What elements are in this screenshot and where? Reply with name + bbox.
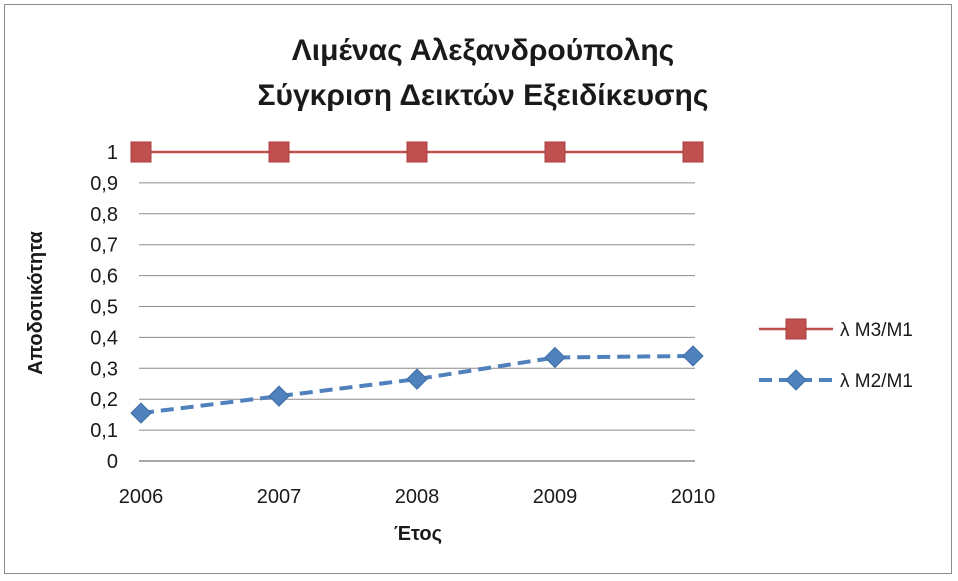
y-axis-label: Αποδοτικότητα <box>25 230 47 374</box>
y-tick-label: 0,4 <box>90 327 118 349</box>
chart-frame <box>4 4 952 574</box>
legend-label: λ M2/M1 <box>840 371 913 392</box>
square-marker <box>130 141 152 163</box>
y-tick-label: 0,9 <box>90 173 118 195</box>
legend: λ M3/M1 λ M2/M1 <box>759 318 913 392</box>
legend-marker <box>785 369 807 391</box>
square-marker <box>268 141 290 163</box>
y-tick-label: 0,2 <box>90 389 118 411</box>
chart-title: Λιμένας Αλεξανδρούπολης Σύγκριση Δεικτών… <box>258 34 709 112</box>
x-axis-ticks: 2006 2007 2008 2009 2010 <box>119 486 716 508</box>
y-tick-label: 0,1 <box>90 420 118 442</box>
diamond-marker <box>268 385 290 407</box>
legend-marker <box>785 318 807 340</box>
chart-title-line-1: Λιμένας Αλεξανδρούπολης <box>292 34 675 67</box>
y-tick-label: 0,8 <box>90 204 118 226</box>
series-group <box>130 141 704 424</box>
y-tick-label: 0,7 <box>90 235 118 257</box>
series-1 <box>130 141 704 163</box>
y-tick-label: 0,5 <box>90 297 118 319</box>
y-tick-label: 1 <box>107 142 118 164</box>
legend-item: λ M3/M1 <box>759 318 913 341</box>
x-tick-label: 2007 <box>257 486 302 508</box>
x-tick-label: 2006 <box>119 486 164 508</box>
x-tick-label: 2010 <box>671 486 716 508</box>
diamond-marker <box>406 368 428 390</box>
square-marker <box>406 141 428 163</box>
y-tick-label: 0 <box>107 451 118 473</box>
legend-label: λ M3/M1 <box>840 320 913 341</box>
x-axis-label: Έτος <box>394 523 442 545</box>
y-axis-ticks: 0 0,1 0,2 0,3 0,4 0,5 0,6 0,7 0,8 0,9 1 <box>90 142 118 473</box>
series-2 <box>130 345 704 424</box>
chart-title-line-2: Σύγκριση Δεικτών Εξειδίκευσης <box>258 79 709 112</box>
series-line <box>140 353 694 416</box>
square-marker <box>544 141 566 163</box>
diamond-marker <box>682 345 704 367</box>
x-tick-label: 2008 <box>395 486 440 508</box>
square-marker <box>682 141 704 163</box>
diamond-marker <box>544 346 566 369</box>
diamond-marker <box>130 402 152 424</box>
y-tick-label: 0,3 <box>90 358 118 380</box>
y-tick-label: 0,6 <box>90 266 118 288</box>
x-tick-label: 2009 <box>533 486 578 508</box>
legend-item: λ M2/M1 <box>759 369 913 392</box>
